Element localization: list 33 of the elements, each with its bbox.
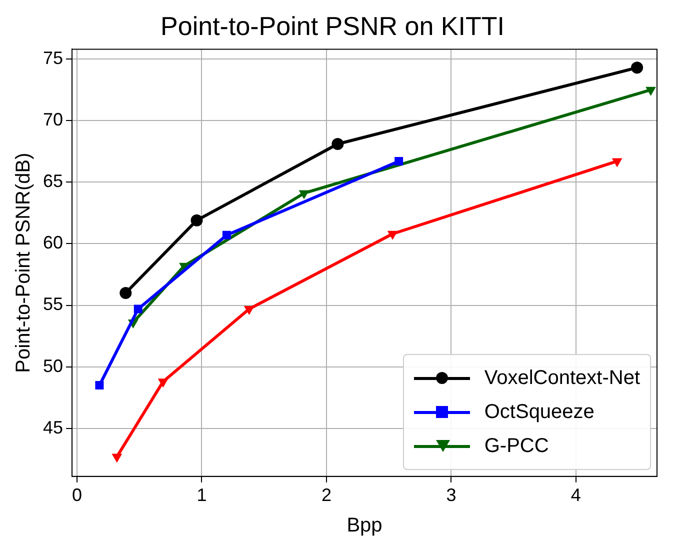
x-axis-title: Bpp	[346, 514, 382, 537]
y-tick-label: 60	[42, 232, 64, 253]
point	[190, 214, 203, 226]
point	[244, 306, 254, 315]
point	[112, 454, 122, 463]
x-tick-label: 4	[570, 485, 581, 506]
y-tick-label: 50	[42, 356, 64, 376]
point	[120, 286, 132, 299]
legend-label: VoxelContext-Net	[484, 366, 640, 390]
point	[631, 62, 644, 74]
y-tick-label: 75	[42, 48, 64, 68]
point	[646, 86, 656, 96]
legend-label: G-PCC	[484, 434, 549, 458]
x-tick-label: 1	[196, 485, 207, 506]
point	[298, 190, 310, 200]
point	[95, 381, 104, 390]
point	[222, 230, 231, 240]
point	[158, 378, 168, 388]
y-axis-title: Point-to-Point PSNR(dB)	[12, 152, 35, 373]
point	[394, 156, 404, 166]
y-tick-label: 55	[42, 294, 64, 314]
y-tick-label: 45	[42, 417, 64, 438]
x-tick-label: 0	[72, 485, 82, 506]
point	[387, 230, 398, 240]
point	[612, 158, 622, 168]
point	[134, 304, 142, 314]
y-tick-label: 65	[42, 171, 64, 192]
x-tick-label: 3	[446, 485, 456, 506]
x-tick-label: 2	[321, 485, 332, 506]
chart-title: Point-to-Point PSNR on KITTI	[160, 10, 504, 41]
point	[332, 138, 344, 150]
legend-label: OctSqueeze	[484, 400, 594, 424]
y-tick-label: 70	[42, 110, 64, 130]
